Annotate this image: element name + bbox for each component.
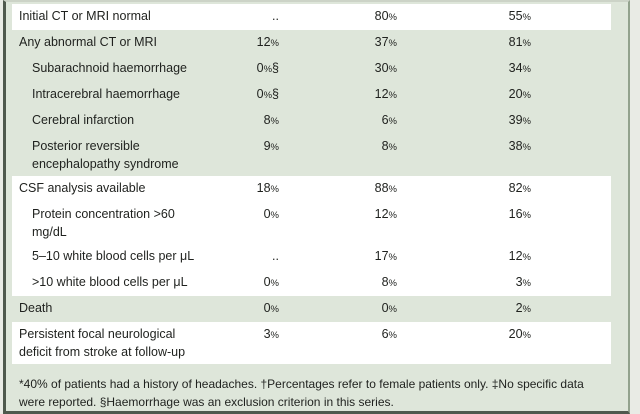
row-value: 8% — [381, 139, 397, 153]
row-value: 82% — [508, 181, 531, 195]
row-value: 2% — [515, 301, 531, 315]
row-label: Persistent focal neurological deficit fr… — [19, 327, 186, 359]
table-row: CSF analysis available 18% 88% 82% — [6, 176, 628, 202]
row-value: 6% — [381, 113, 397, 127]
row-label: Intracerebral haemorrhage — [32, 87, 180, 101]
row-value: 12% — [256, 35, 279, 49]
row-label: Any abnormal CT or MRI — [19, 35, 158, 49]
row-value: 80% — [374, 9, 397, 23]
table-row: Cerebral infarction 8% 6% 39% — [6, 108, 628, 134]
table-row: >10 white blood cells per μL 0% 8% 3% — [6, 270, 628, 296]
row-label: 5–10 white blood cells per μL — [32, 249, 195, 263]
row-label: >10 white blood cells per μL — [32, 275, 188, 289]
table-row: Initial CT or MRI normal .. 80% 55% — [6, 4, 628, 30]
row-value: 0% — [263, 275, 279, 289]
row-value: .. — [272, 9, 279, 23]
row-value: 6% — [381, 327, 397, 341]
row-value: 81% — [508, 35, 531, 49]
row-value: 17% — [374, 249, 397, 263]
row-value: 12% — [374, 87, 397, 101]
row-label: Cerebral infarction — [32, 113, 135, 127]
row-label: CSF analysis available — [19, 181, 146, 195]
row-label: Posterior reversible encephalopathy synd… — [32, 139, 179, 171]
row-value: 18% — [256, 181, 279, 195]
row-label: Subarachnoid haemorrhage — [32, 61, 187, 75]
table-row: Subarachnoid haemorrhage 0%§ 30% 34% — [6, 56, 628, 82]
table-footnote: *40% of patients had a history of headac… — [19, 377, 584, 409]
row-value: 0%§ — [256, 87, 279, 101]
table-row: Any abnormal CT or MRI 12% 37% 81% — [6, 30, 628, 56]
row-value: 20% — [508, 87, 531, 101]
row-value: 0%§ — [256, 61, 279, 75]
row-value: .. — [272, 249, 279, 263]
row-label: Death — [19, 301, 53, 315]
row-value: 12% — [374, 207, 397, 221]
table-row: 5–10 white blood cells per μL .. 17% 12% — [6, 244, 628, 270]
row-value: 16% — [508, 207, 531, 221]
row-value: 3% — [263, 327, 279, 341]
row-value: 20% — [508, 327, 531, 341]
row-value: 0% — [381, 301, 397, 315]
row-label: Protein concentration >60 mg/dL — [32, 207, 175, 239]
row-value: 39% — [508, 113, 531, 127]
table-rows: Initial CT or MRI normal .. 80% 55% Any … — [6, 2, 628, 364]
table-row: Intracerebral haemorrhage 0%§ 12% 20% — [6, 82, 628, 108]
row-value: 12% — [508, 249, 531, 263]
row-value: 38% — [508, 139, 531, 153]
row-value: 9% — [263, 139, 279, 153]
table-panel: Initial CT or MRI normal .. 80% 55% Any … — [3, 0, 630, 414]
row-value: 34% — [508, 61, 531, 75]
row-value: 88% — [374, 181, 397, 195]
row-value: 0% — [263, 301, 279, 315]
row-value: 8% — [263, 113, 279, 127]
row-value: 8% — [381, 275, 397, 289]
row-value: 55% — [508, 9, 531, 23]
table-row: Protein concentration >60 mg/dL 0% 12% 1… — [6, 202, 628, 244]
row-label: Initial CT or MRI normal — [19, 9, 151, 23]
table-row: Posterior reversible encephalopathy synd… — [6, 134, 628, 176]
table-row: Persistent focal neurological deficit fr… — [6, 322, 628, 364]
row-value: 3% — [515, 275, 531, 289]
row-value: 37% — [374, 35, 397, 49]
table-row: Death 0% 0% 2% — [6, 296, 628, 322]
row-value: 30% — [374, 61, 397, 75]
row-value: 0% — [263, 207, 279, 221]
